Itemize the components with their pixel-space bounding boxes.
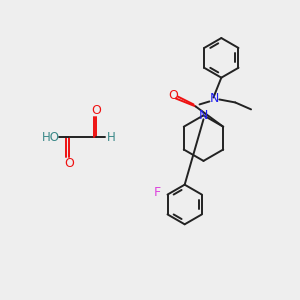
Text: O: O [92, 104, 101, 117]
Text: F: F [154, 186, 161, 199]
Text: O: O [64, 158, 74, 170]
Text: N: N [199, 109, 208, 122]
Text: HO: HO [42, 130, 60, 144]
Text: H: H [107, 130, 116, 144]
Text: N: N [210, 92, 219, 105]
Text: O: O [168, 89, 178, 102]
